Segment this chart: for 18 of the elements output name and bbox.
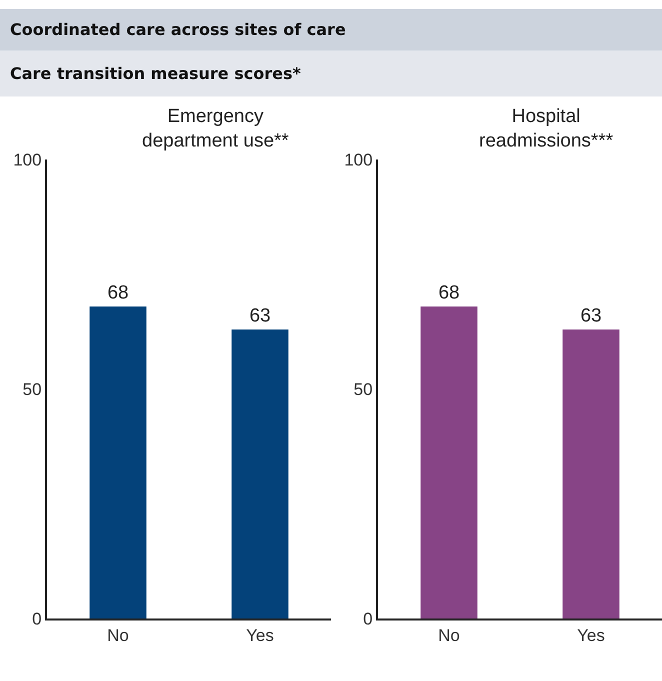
x-tick-label: Yes [246,626,274,645]
y-tick-label: 0 [32,609,42,628]
data-label: 63 [249,305,271,326]
data-label: 68 [107,282,129,304]
chart-title: Hospital readmissions*** [479,106,614,152]
y-tick-label: 100 [344,150,373,170]
x-tick-label: Yes [577,626,605,645]
data-label: 68 [438,282,460,304]
y-tick-label: 50 [22,380,42,400]
y-tick-label: 100 [13,150,42,170]
x-tick-label: No [438,626,460,645]
y-tick-label: 0 [363,609,373,628]
text: Coordinated care across sites of care [10,20,346,39]
x-tick-label: No [107,626,129,645]
data-label: 63 [580,305,602,326]
y-tick-label: 50 [354,380,373,400]
chart-title: Emergency department use** [142,106,290,152]
text: Care transition measure scores* [10,64,302,83]
